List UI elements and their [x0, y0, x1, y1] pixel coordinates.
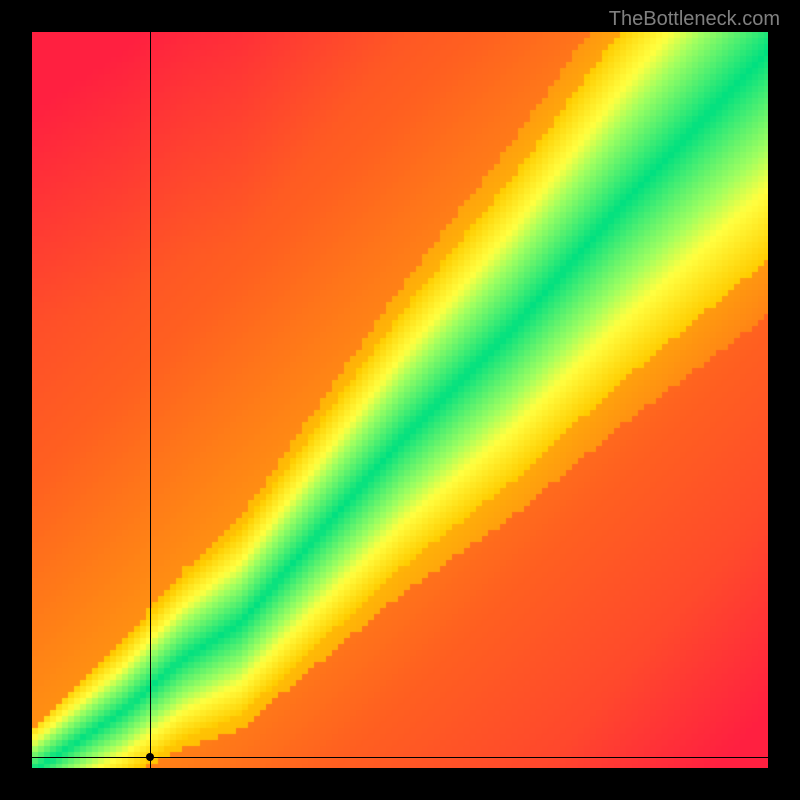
- watermark-text: TheBottleneck.com: [609, 8, 780, 31]
- heatmap-canvas: [32, 32, 768, 768]
- crosshair-horizontal: [32, 757, 768, 758]
- selection-marker: [146, 753, 154, 761]
- crosshair-vertical: [150, 32, 151, 768]
- heatmap-plot-area: [32, 32, 768, 768]
- chart-container: TheBottleneck.com: [0, 0, 800, 800]
